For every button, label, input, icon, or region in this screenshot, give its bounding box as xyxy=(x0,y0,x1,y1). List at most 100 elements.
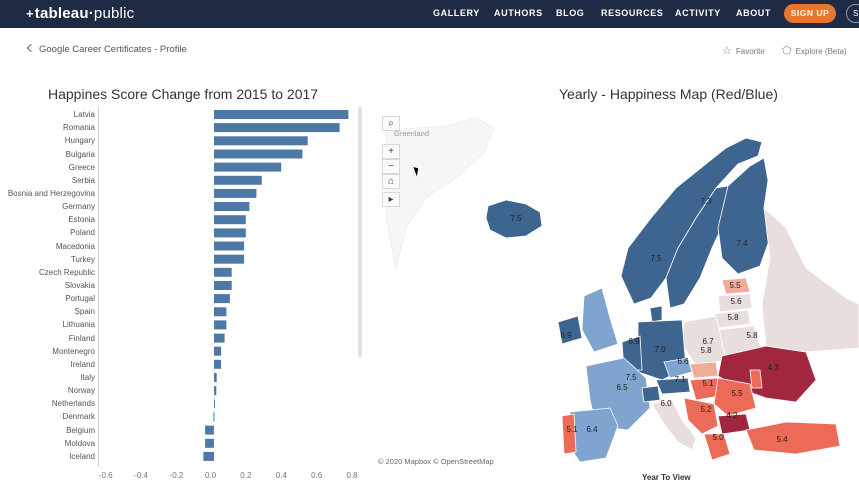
slovakia-shape[interactable] xyxy=(689,361,719,379)
estonia-shape[interactable] xyxy=(721,277,751,295)
bar-estonia[interactable] xyxy=(214,215,246,225)
austria-shape[interactable] xyxy=(655,377,691,395)
category-label: Finland xyxy=(68,333,95,343)
map-score-label: 6.5 xyxy=(616,383,628,392)
nav-authors[interactable]: AUTHORS xyxy=(494,8,543,18)
chart-scrollbar[interactable] xyxy=(358,107,362,357)
category-label: Turkey xyxy=(70,254,95,264)
denmark-shape[interactable] xyxy=(649,305,663,323)
favorite-button[interactable]: ☆ Favorite xyxy=(722,45,765,57)
reset-map-button[interactable]: ⌂ xyxy=(382,174,400,189)
bar-turkey[interactable] xyxy=(214,254,245,264)
bar-bulgaria[interactable] xyxy=(214,149,303,159)
italy-shape[interactable] xyxy=(651,399,697,451)
map-score-label: 5.5 xyxy=(731,389,743,398)
map-score-label: 5.1 xyxy=(566,425,578,434)
nav-resources[interactable]: RESOURCES xyxy=(601,8,664,18)
bar-czech-republic[interactable] xyxy=(214,267,232,277)
bar-hungary[interactable] xyxy=(214,136,308,146)
map-toolbar-expand-button[interactable]: ▸ xyxy=(382,192,400,207)
bar-slovakia[interactable] xyxy=(214,281,232,290)
zoom-in-button[interactable]: + xyxy=(382,144,400,159)
bar-finland[interactable] xyxy=(214,333,225,343)
year-to-view-filter-label[interactable]: Year To View xyxy=(642,473,691,482)
ireland-shape[interactable] xyxy=(557,315,583,345)
turkey-shape[interactable] xyxy=(745,421,841,455)
bar-iceland[interactable] xyxy=(203,451,214,461)
map-score-label: 5.1 xyxy=(702,379,714,388)
nav-gallery[interactable]: GALLERY xyxy=(433,8,480,18)
sign-in-button[interactable]: S xyxy=(846,4,859,23)
greece-shape[interactable] xyxy=(703,433,731,461)
bar-montenegro[interactable] xyxy=(214,346,222,356)
x-tick-label: 0.6 xyxy=(311,471,323,480)
category-label: Romania xyxy=(62,123,95,133)
category-label: Netherlands xyxy=(51,399,95,409)
bar-bosnia-and-herzegovina[interactable] xyxy=(214,188,257,198)
norway-shape[interactable] xyxy=(620,137,763,305)
top-navigation-bar: +tableau·public GALLERY AUTHORS BLOG RES… xyxy=(0,0,859,28)
switzerland-shape[interactable] xyxy=(641,385,661,403)
zoom-out-button[interactable]: − xyxy=(382,159,400,174)
bar-latvia[interactable] xyxy=(214,110,349,119)
latvia-shape[interactable] xyxy=(717,293,753,313)
bar-germany[interactable] xyxy=(214,202,250,211)
map-score-label: 7.1 xyxy=(674,375,686,384)
explore-icon: ⬠ xyxy=(782,45,792,57)
bar-greece[interactable] xyxy=(214,162,282,172)
iceland-shape[interactable] xyxy=(485,199,543,239)
bar-serbia[interactable] xyxy=(214,175,262,185)
bar-chart-title: Happines Score Change from 2015 to 2017 xyxy=(48,86,319,102)
russia-shape[interactable] xyxy=(761,206,859,353)
moldova-shape[interactable] xyxy=(749,369,763,389)
category-label: Hungary xyxy=(64,136,95,146)
category-label: Serbia xyxy=(71,175,95,185)
bar-chart-svg xyxy=(203,110,349,461)
bar-lithuania[interactable] xyxy=(214,320,227,330)
map-score-label: 5.0 xyxy=(712,433,724,442)
bar-poland[interactable] xyxy=(214,228,246,238)
uk-shape[interactable] xyxy=(581,287,619,353)
explore-button[interactable]: ⬠ Explore (Beta) xyxy=(782,45,847,57)
romania-shape[interactable] xyxy=(713,377,757,417)
x-tick-label: 0.8 xyxy=(346,471,358,480)
nav-about[interactable]: ABOUT xyxy=(736,8,771,18)
map-svg: 7.57.37.57.45.55.65.85.86.76.97.0 5.86.67… xyxy=(385,117,859,463)
sign-up-button[interactable]: SIGN UP xyxy=(784,4,836,23)
x-tick-label: 0.4 xyxy=(275,471,287,480)
category-label: Montenegro xyxy=(52,346,95,356)
category-label: Norway xyxy=(67,386,95,396)
map-score-label: 6.0 xyxy=(660,399,672,408)
x-tick-label: 0.2 xyxy=(240,471,252,480)
back-link[interactable]: Google Career Certificates - Profile xyxy=(26,43,187,55)
bar-denmark[interactable] xyxy=(213,412,215,422)
map-score-label: 4.3 xyxy=(767,363,779,372)
bar-ireland[interactable] xyxy=(214,359,222,369)
category-label: Iceland xyxy=(69,451,95,461)
tableau-public-logo[interactable]: +tableau·public xyxy=(26,5,135,22)
bar-belgium[interactable] xyxy=(205,425,214,435)
bar-macedonia[interactable] xyxy=(214,241,245,251)
bar-portugal[interactable] xyxy=(214,294,230,304)
portugal-shape[interactable] xyxy=(561,413,577,455)
category-label: Germany xyxy=(62,202,95,211)
europe-map[interactable]: 7.5 7.3 7.5 7.4 5.5 5.6 5.8 5.8 6.7 6.9 7.0 5.8 6.6 7… xyxy=(366,108,859,470)
map-search-button[interactable]: ⌕ xyxy=(382,116,400,131)
bar-chart-plot-area[interactable] xyxy=(98,107,358,467)
category-label: Denmark xyxy=(62,412,95,422)
nav-activity[interactable]: ACTIVITY xyxy=(675,8,721,18)
map-score-label: 5.4 xyxy=(776,435,788,444)
map-score-label: 6.6 xyxy=(677,357,689,366)
nav-blog[interactable]: BLOG xyxy=(556,8,585,18)
category-label: Ireland xyxy=(70,359,95,369)
map-score-label: 7.4 xyxy=(736,239,748,248)
back-link-label: Google Career Certificates - Profile xyxy=(39,44,187,55)
bar-romania[interactable] xyxy=(214,123,340,133)
bar-spain[interactable] xyxy=(214,307,227,317)
balkans-shape[interactable] xyxy=(683,397,719,435)
bar-netherlands[interactable] xyxy=(214,399,215,409)
bar-italy[interactable] xyxy=(214,373,217,382)
bar-moldova[interactable] xyxy=(205,438,214,448)
bar-norway[interactable] xyxy=(214,386,217,396)
map-attribution[interactable]: © 2020 Mapbox © OpenStreetMap xyxy=(378,457,494,466)
